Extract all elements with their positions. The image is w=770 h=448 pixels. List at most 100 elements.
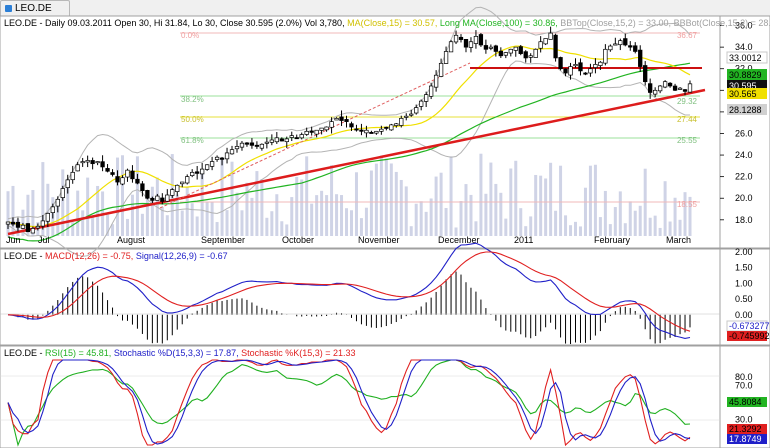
candle-body [25, 223, 31, 233]
candle-body [289, 135, 294, 138]
candle-body [229, 149, 235, 155]
candle-body [458, 36, 464, 40]
volume-bar [230, 161, 234, 236]
candle-body [443, 51, 449, 64]
candle-body [379, 128, 384, 132]
candle-body [269, 139, 274, 143]
fib-382-value: 29.32 [677, 97, 698, 106]
candle-body [533, 48, 538, 58]
candle-body [389, 124, 394, 131]
signal-line [7, 251, 691, 332]
x-label-aug: August [117, 235, 146, 245]
candle-body [329, 121, 334, 128]
price-tick-label: 34.0 [735, 42, 753, 52]
candle-body [369, 131, 374, 134]
volume-bar [519, 208, 523, 236]
candle-body [50, 206, 55, 213]
candle-body [110, 172, 115, 175]
candle-body [653, 89, 658, 95]
candle-body [115, 176, 120, 183]
volume-bar [469, 194, 473, 236]
volume-bar [683, 192, 687, 236]
price-symbol: LEO.DE [4, 18, 37, 28]
volume-bar [414, 203, 418, 236]
volume-bar [305, 156, 309, 236]
stochastic-k-line [7, 359, 691, 447]
volume-bar [130, 194, 134, 236]
volume-bar [235, 192, 239, 236]
volume-bar [285, 224, 289, 236]
candle-body [249, 142, 255, 146]
volume-bar [195, 216, 199, 236]
candle-body [135, 178, 140, 184]
candle-body [558, 57, 563, 70]
candle-body [563, 68, 568, 74]
candle-body [493, 45, 499, 52]
rsi-tick-label: 70.0 [735, 381, 753, 391]
volume-bar [638, 205, 642, 236]
candle-body [633, 45, 638, 52]
candle-body [508, 48, 513, 54]
candle-body [662, 81, 668, 88]
volume-bar [275, 194, 279, 236]
macd-pane[interactable] [0, 248, 721, 346]
macd-header: LEO.DE - MACD(12,26) = -0.75, Signal(12,… [4, 251, 228, 261]
candle-body [687, 83, 693, 93]
dashed-trendline[interactable] [159, 62, 471, 209]
x-label-dec: December [438, 235, 480, 245]
candle-body [339, 116, 344, 121]
fib-100-value: 36.67 [677, 31, 698, 40]
volume-bar [384, 158, 388, 236]
price-label-boxes: 33.0012 30.8829 30.595 30.565 28.1288 [726, 51, 768, 115]
candle-body [488, 46, 494, 49]
volume-bar [648, 217, 652, 236]
volume-bar [215, 222, 219, 236]
volume-bar [574, 221, 578, 236]
short-ma-line [7, 45, 691, 228]
bollinger-top-line [7, 6, 691, 220]
volume-bar [325, 195, 329, 236]
rsi-pane[interactable] [0, 345, 721, 448]
candle-body [359, 129, 364, 132]
candle-body [568, 66, 573, 76]
candle-body [214, 156, 220, 160]
price-tick-label: 18.0 [735, 215, 753, 225]
candle-body [219, 157, 225, 160]
volume-bar [514, 160, 518, 236]
label-close: 30.595 [729, 81, 757, 91]
candle-body [523, 51, 528, 59]
candle-body [40, 220, 45, 227]
candle-body [264, 141, 270, 144]
volume-bar [569, 225, 573, 236]
volume-bar [150, 186, 154, 236]
candle-body [419, 100, 424, 107]
candle-body [483, 45, 489, 50]
volume-bar [340, 195, 344, 236]
volume-bar [11, 185, 15, 236]
volume-bar [205, 201, 209, 236]
support-trendline[interactable] [7, 88, 706, 236]
price-desc: - Daily 09.03.2011 Open 30, Hi 31.84, Lo… [37, 18, 342, 28]
volume-bar [349, 210, 353, 236]
volume-bar [678, 219, 682, 236]
rsi-symbol: LEO.DE [4, 348, 37, 358]
candle-body [588, 68, 593, 74]
volume-bar [474, 221, 478, 236]
volume-bar [86, 177, 90, 236]
candle-body [623, 38, 628, 46]
volume-bar [369, 170, 373, 236]
volume-bars [6, 153, 692, 236]
candle-body [155, 195, 160, 201]
candle-body [234, 146, 240, 150]
candle-body [145, 190, 150, 199]
macd-histogram [12, 271, 691, 345]
candle-body [140, 183, 145, 192]
volume-bar [26, 194, 30, 236]
candle-body [35, 225, 41, 229]
candle-body [165, 194, 170, 202]
fib-618-value: 25.55 [677, 136, 698, 145]
x-label-sep: September [201, 235, 245, 245]
candle-body [254, 144, 260, 147]
candle-body [404, 115, 409, 118]
